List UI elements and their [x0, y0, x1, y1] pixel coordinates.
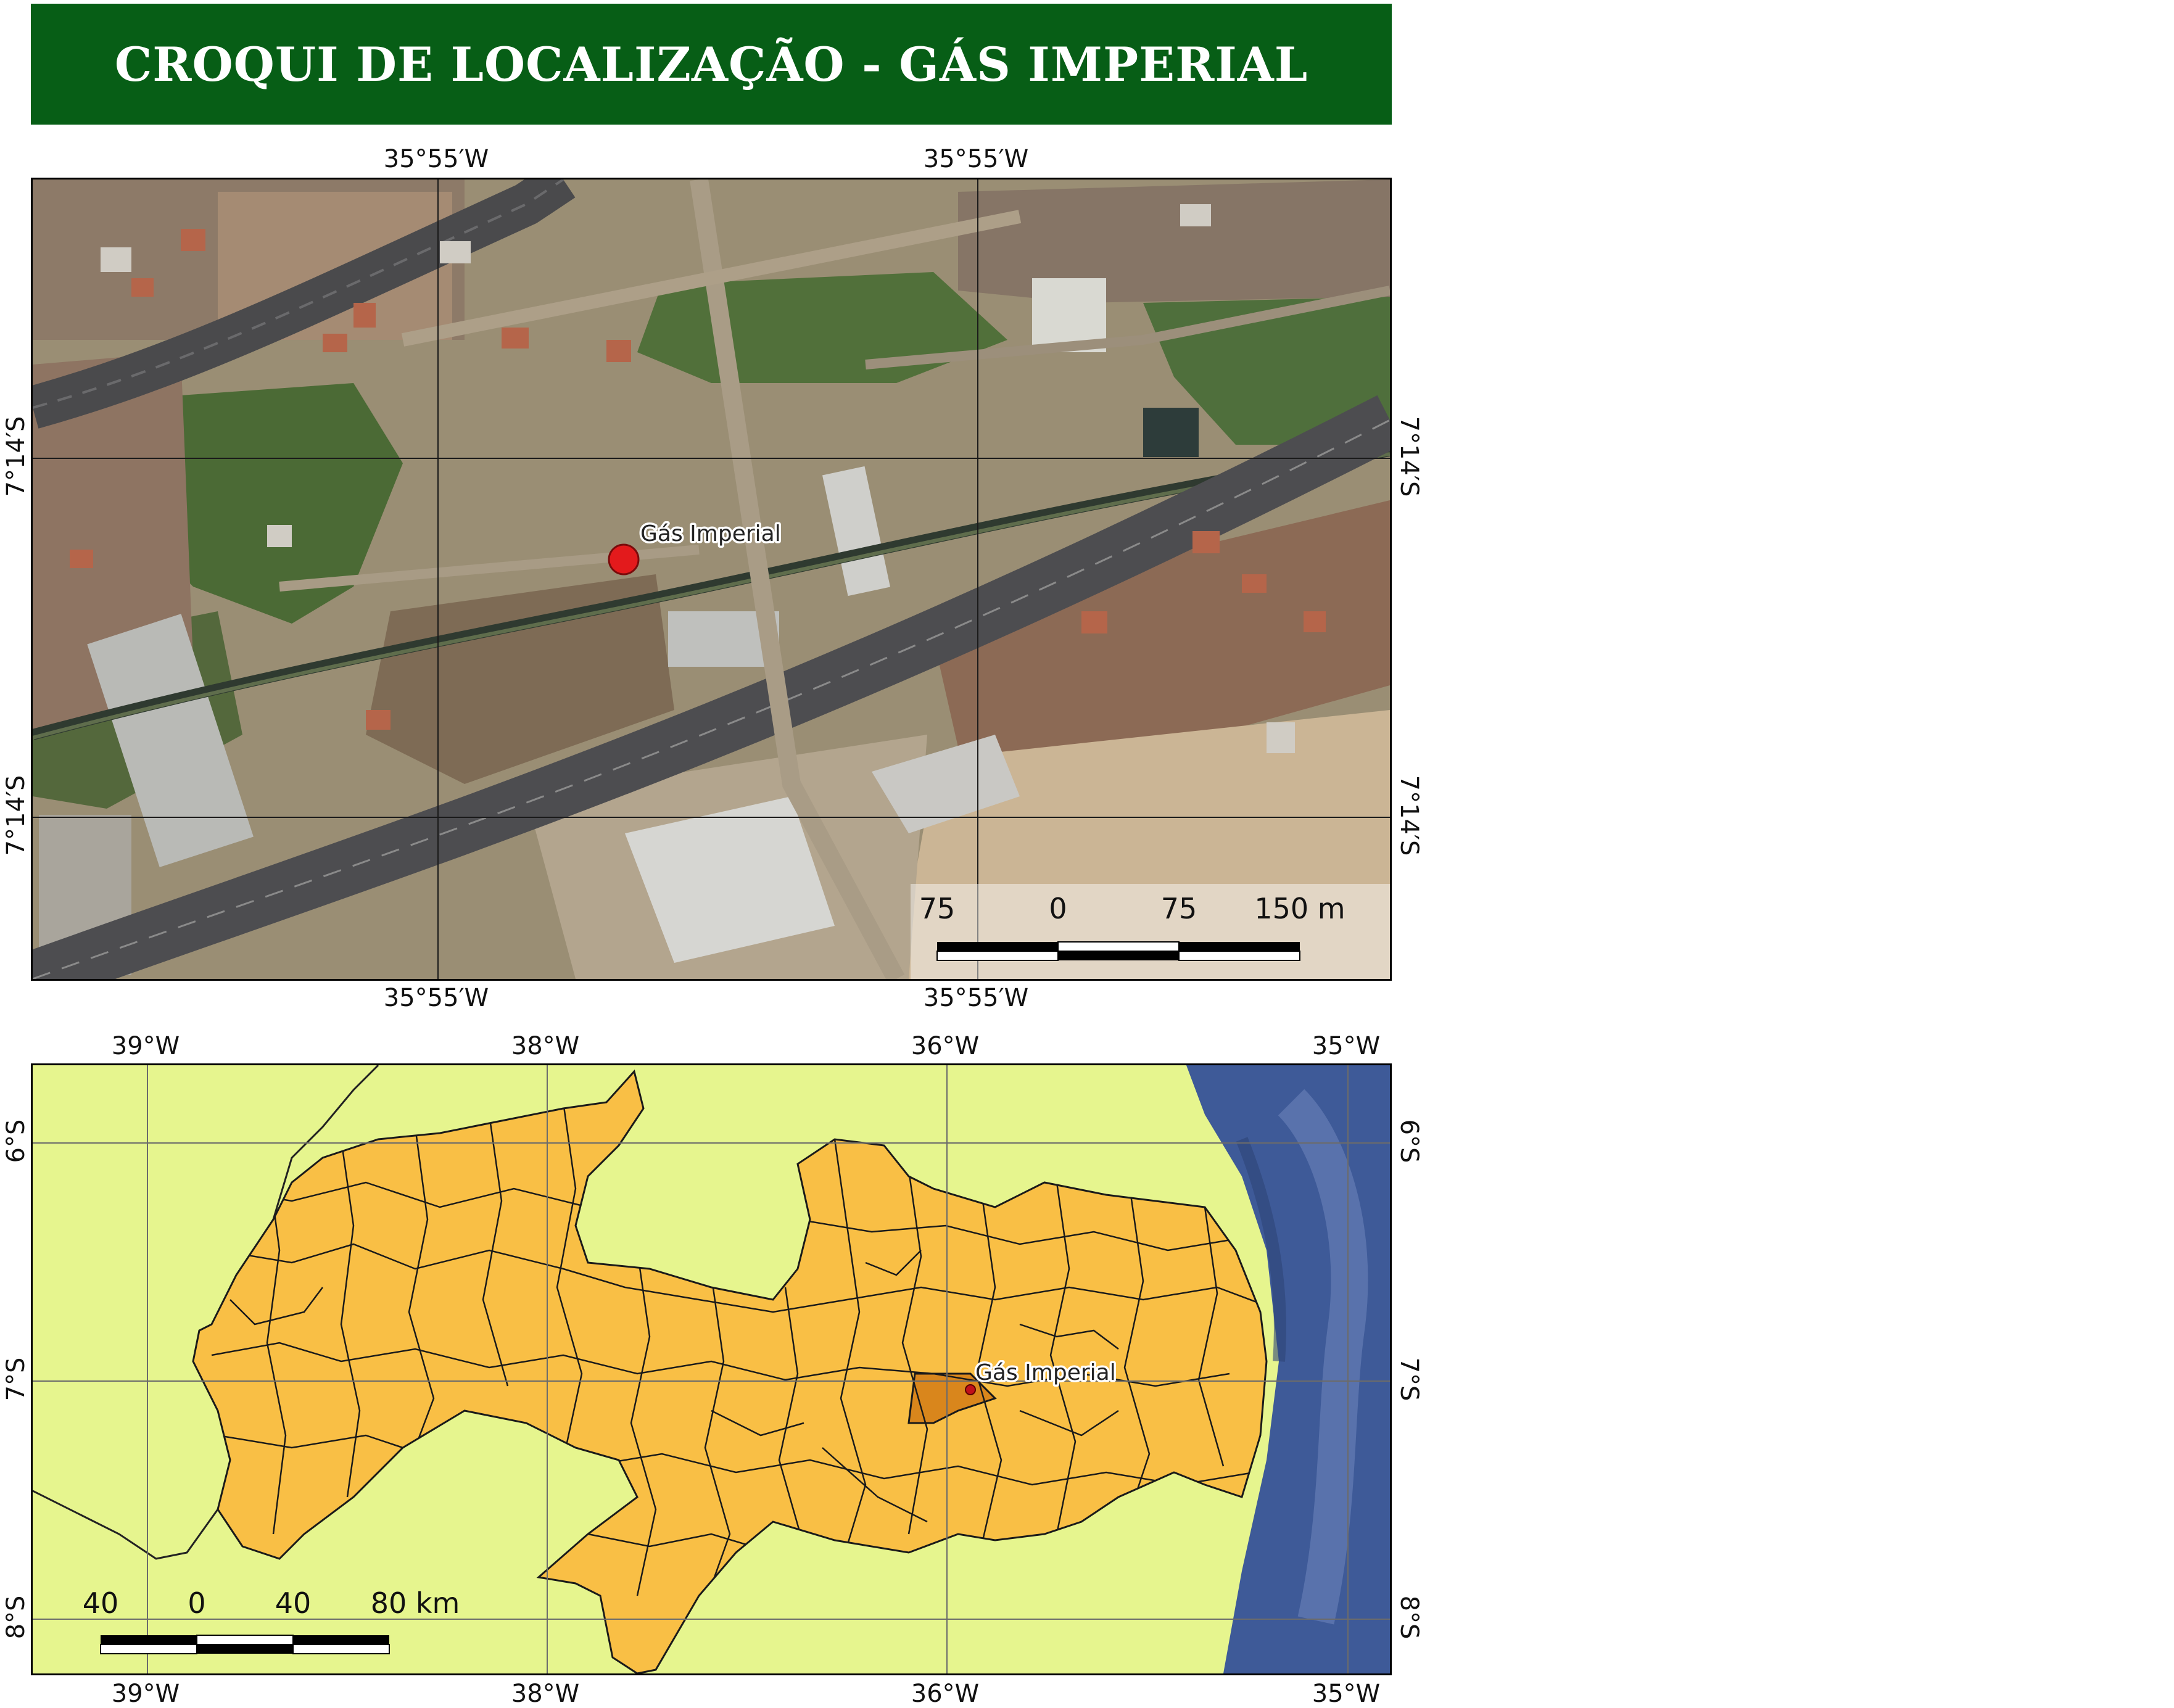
gas-imperial-marker[interactable]	[608, 543, 640, 576]
map2-right-coord-8s: 8°S	[1395, 1595, 1423, 1640]
map1-bottom-coord-2: 35°55′W	[923, 984, 1029, 1012]
map2-left-coord-6s: 6°S	[2, 1119, 30, 1163]
state-map-marker[interactable]	[965, 1384, 976, 1395]
map2-left-coord-8s: 8°S	[2, 1595, 30, 1640]
map1-top-coord-1: 35°55′W	[383, 145, 489, 173]
title-banner: CROQUI DE LOCALIZAÇÃO - GÁS IMPERIAL	[31, 4, 1392, 125]
scale-label-75-right: 75	[1161, 892, 1197, 925]
map1-right-coord-2: 7°14′S	[1395, 775, 1423, 856]
map2-right-coord-6s: 6°S	[1395, 1119, 1423, 1163]
map2-bottom-coord-38w: 38°W	[511, 1680, 580, 1708]
state-map-canvas: Gás Imperial 40 0 40 80 km	[33, 1065, 1390, 1673]
km-scale-80km: 80 km	[371, 1586, 460, 1620]
km-scale-40-left: 40	[83, 1586, 119, 1620]
map2-bottom-coord-36w: 36°W	[911, 1680, 980, 1708]
map2-left-coord-7s: 7°S	[2, 1357, 30, 1401]
municipality-boundaries	[211, 1102, 1267, 1621]
map1-bottom-coord-1: 35°55′W	[383, 984, 489, 1012]
map2-bottom-coord-39w: 39°W	[111, 1680, 180, 1708]
scale-label-0: 0	[1049, 892, 1067, 925]
scale-label-75-left: 75	[919, 892, 956, 925]
map2-bottom-coord-35w: 35°W	[1312, 1680, 1381, 1708]
graticule	[33, 1065, 1390, 1673]
page-title: CROQUI DE LOCALIZAÇÃO - GÁS IMPERIAL	[114, 36, 1308, 92]
map1-top-coord-2: 35°55′W	[923, 145, 1029, 173]
map1-left-coord-1: 7°14′S	[2, 416, 30, 497]
gas-imperial-label: Gás Imperial	[640, 521, 781, 547]
location-scale-bar: 75 0 75 150 m	[911, 884, 1390, 979]
map1-right-coord-1: 7°14′S	[1395, 416, 1423, 497]
km-scale-40-right: 40	[275, 1586, 312, 1620]
map2-top-coord-39w: 39°W	[111, 1032, 180, 1060]
km-scale-0: 0	[188, 1586, 205, 1620]
location-map[interactable]: Gás Imperial 75 0 75 150 m	[31, 178, 1392, 981]
map2-right-coord-7s: 7°S	[1395, 1357, 1423, 1401]
map2-top-coord-38w: 38°W	[511, 1032, 580, 1060]
map2-top-coord-35w: 35°W	[1312, 1032, 1381, 1060]
scale-label-150m: 150 m	[1254, 892, 1345, 925]
map2-top-coord-36w: 36°W	[911, 1032, 980, 1060]
state-map-marker-label: Gás Imperial	[975, 1360, 1116, 1385]
state-scale-bar: 40 0 40 80 km	[83, 1586, 460, 1654]
satellite-imagery: Gás Imperial 75 0 75 150 m	[33, 179, 1390, 979]
map1-left-coord-2: 7°14′S	[2, 775, 30, 856]
state-map[interactable]: Gás Imperial 40 0 40 80 km	[31, 1063, 1392, 1675]
